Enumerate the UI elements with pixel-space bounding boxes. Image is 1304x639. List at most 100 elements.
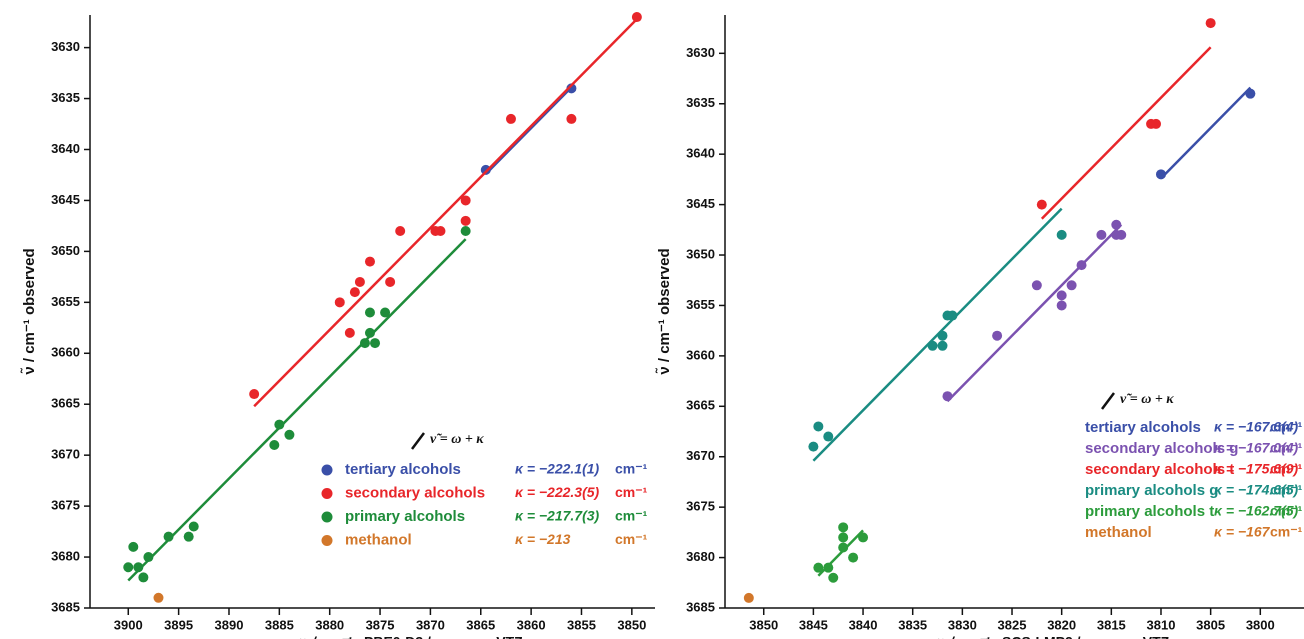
data-point [566, 83, 577, 94]
y-tick-label: 3635 [51, 90, 80, 105]
kappa-label: κ = −222.3(5) [515, 484, 600, 500]
data-point [334, 297, 345, 308]
data-point [153, 592, 164, 603]
data-point [354, 276, 365, 287]
y-tick-label: 3660 [51, 345, 80, 360]
y-tick-label: 3670 [686, 448, 715, 463]
data-point [460, 215, 471, 226]
kappa-label: κ = −167.6(4) [1214, 419, 1299, 435]
kappa-label: κ = −222.1(1) [515, 461, 600, 477]
x-tick-label: 3880 [315, 617, 344, 632]
kappa-label: κ = −217.7(3) [515, 508, 600, 524]
data-point [364, 307, 375, 318]
y-tick-label: 3675 [686, 499, 715, 514]
data-point [1245, 88, 1256, 99]
x-tick-label: 3890 [215, 617, 244, 632]
x-tick-label: 3845 [799, 617, 828, 632]
data-point [838, 532, 849, 543]
kappa-label: κ = −167 [1214, 524, 1271, 540]
x-tick-label: 3855 [567, 617, 596, 632]
kappa-unit: cm⁻¹ [1270, 503, 1303, 519]
y-tick-label: 3650 [51, 243, 80, 258]
data-point [385, 276, 396, 287]
data-point [947, 310, 958, 321]
data-point [1056, 300, 1067, 311]
y-tick-label: 3675 [51, 498, 80, 513]
method-label: PBE0-D3 / may-cc-pVTZ [364, 634, 523, 639]
x-tick-label: 3800 [1246, 617, 1275, 632]
x-tick-label: 3840 [849, 617, 878, 632]
fit-line [1040, 46, 1212, 220]
data-point [823, 431, 834, 442]
y-tick-label: 3640 [686, 146, 715, 161]
legend-label: tertiary alcohols [345, 461, 461, 478]
y-tick-label: 3665 [686, 398, 715, 413]
data-point [364, 327, 375, 338]
kappa-unit: cm⁻¹ [1270, 419, 1303, 435]
data-point [1151, 118, 1162, 129]
data-point [828, 572, 839, 583]
x-tick-label: 3900 [114, 617, 143, 632]
data-point [927, 340, 938, 351]
x-tick-label: 3885 [265, 617, 294, 632]
x-tick-label: 3825 [998, 617, 1027, 632]
kappa-label: κ = −175.6(9) [1214, 461, 1299, 477]
legend-label: primary alcohols [345, 508, 465, 525]
x-tick-label: 3810 [1147, 617, 1176, 632]
data-point [349, 287, 360, 298]
legend-label: methanol [345, 531, 412, 548]
data-point [138, 572, 149, 583]
data-point [1031, 280, 1042, 291]
data-point [1205, 18, 1216, 29]
x-tick-label: 3815 [1097, 617, 1126, 632]
y-tick-label: 3660 [686, 347, 715, 362]
kappa-label: κ = −213 [515, 531, 571, 547]
x-tick-label: 3805 [1196, 617, 1225, 632]
y-tick-label: 3650 [686, 246, 715, 261]
fit-line [1160, 86, 1252, 180]
data-point [813, 421, 824, 432]
kappa-unit: cm⁻¹ [1270, 524, 1303, 540]
y-tick-label: 3680 [51, 548, 80, 563]
data-point [395, 226, 406, 237]
data-point [848, 552, 859, 563]
legend-label: primary alcohols g [1085, 482, 1218, 499]
data-point [1116, 229, 1127, 240]
fit-line [812, 207, 1063, 462]
kappa-unit: cm⁻¹ [1270, 482, 1303, 498]
data-point [249, 389, 260, 400]
x-axis-label: ω / cm⁻¹ [934, 634, 990, 639]
legend-marker [321, 488, 333, 499]
data-point [937, 340, 948, 351]
y-tick-label: 3655 [686, 297, 715, 312]
legend-marker [321, 464, 333, 476]
y-tick-label: 3685 [51, 599, 80, 614]
legend-label: primary alcohols t [1085, 503, 1214, 520]
data-point [566, 113, 577, 124]
data-point [743, 592, 754, 603]
x-tick-label: 3850 [617, 617, 646, 632]
data-point [123, 562, 134, 573]
kappa-unit: cm⁻¹ [615, 461, 648, 477]
x-tick-label: 3870 [416, 617, 445, 632]
equation-icon [411, 432, 425, 450]
x-axis-label: ω / cm⁻¹ [296, 634, 352, 639]
data-point [1036, 199, 1047, 210]
x-tick-label: 3875 [366, 617, 395, 632]
data-point [813, 562, 824, 573]
data-point [1096, 229, 1107, 240]
data-point [838, 522, 849, 533]
data-point [380, 307, 391, 318]
y-tick-label: 3670 [51, 447, 80, 462]
kappa-unit: cm⁻¹ [1270, 440, 1303, 456]
x-tick-label: 3820 [1047, 617, 1076, 632]
x-tick-label: 3895 [164, 617, 193, 632]
legend-label: secondary alcohols [345, 484, 485, 501]
y-tick-label: 3645 [51, 192, 80, 207]
data-point [188, 521, 199, 532]
data-point [183, 531, 194, 542]
data-point [1076, 260, 1087, 271]
kappa-unit: cm⁻¹ [615, 531, 648, 547]
legend-marker [321, 511, 333, 523]
